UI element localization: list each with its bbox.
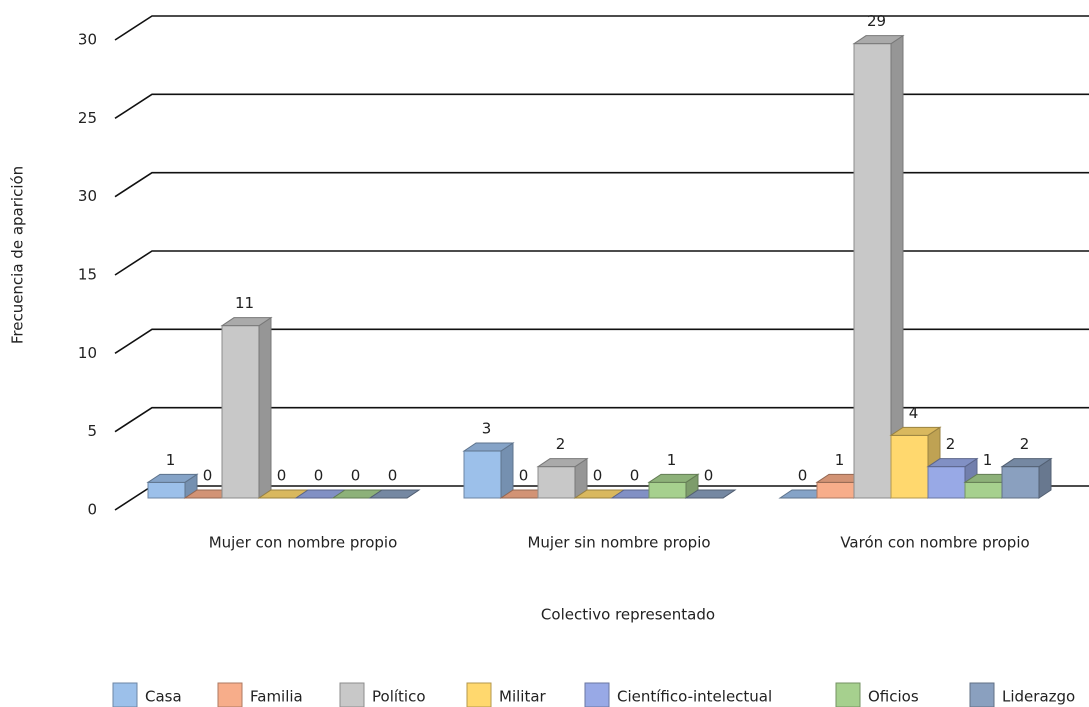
value-label: 2: [946, 435, 956, 453]
value-label: 0: [277, 467, 287, 485]
legend-label: Militar: [499, 688, 547, 706]
legend-swatch: [969, 682, 995, 707]
legend-label: Oficios: [868, 688, 919, 706]
bar: [1000, 457, 1053, 499]
bar-front: [964, 481, 1003, 499]
legend-label: Científico-intelectual: [617, 688, 772, 706]
bar: [852, 34, 905, 499]
bar: [220, 316, 273, 499]
grid-line: [114, 93, 1089, 120]
value-label: 3: [482, 420, 492, 438]
legend-label: Político: [372, 688, 426, 706]
x-tick-label: Varón con nombre propio: [840, 534, 1029, 552]
value-label: 0: [351, 467, 361, 485]
bar-front: [221, 325, 260, 499]
bar: [368, 489, 421, 499]
value-label: 1: [166, 451, 176, 469]
bar: [684, 489, 737, 499]
bar: [647, 473, 700, 499]
bar-top: [684, 489, 737, 499]
y-tick-label: 15: [78, 266, 97, 284]
value-label: 11: [235, 294, 254, 312]
value-label: 29: [867, 12, 886, 30]
x-tick-label: Mujer con nombre propio: [209, 534, 398, 552]
bar-top: [852, 35, 905, 45]
y-tick-label: 0: [87, 501, 97, 519]
bar-top: [647, 473, 700, 483]
value-label: 2: [556, 435, 566, 453]
value-label: 1: [667, 451, 677, 469]
value-label: 0: [704, 467, 714, 485]
legend-swatch: [466, 682, 492, 707]
bar-top: [536, 458, 589, 468]
grid-line: [114, 250, 1089, 276]
legend-swatch: [217, 682, 243, 707]
grid-line: [114, 15, 1089, 41]
y-tick-label: 30: [78, 31, 97, 49]
y-tick-label: 30: [78, 187, 97, 205]
grid-line: [114, 171, 1089, 198]
bar-top: [889, 426, 942, 436]
bar-top: [368, 489, 421, 499]
legend-swatch: [112, 682, 138, 707]
value-label: 0: [388, 467, 398, 485]
value-label: 1: [835, 451, 845, 469]
x-axis-title: Colectivo representado: [541, 606, 715, 624]
bar: [146, 473, 199, 499]
bar-top: [1000, 458, 1053, 468]
bar-front: [537, 466, 576, 499]
bar-front: [927, 466, 966, 499]
bar: [536, 457, 589, 499]
value-label: 4: [909, 404, 919, 422]
value-label: 0: [630, 467, 640, 485]
y-axis-title: Frecuencia de aparición: [9, 166, 27, 344]
bar-top: [146, 473, 199, 483]
bar: [889, 426, 942, 499]
bar-front: [890, 434, 929, 499]
value-label: 0: [798, 467, 808, 485]
bar-front: [1001, 466, 1040, 499]
legend-swatch: [339, 682, 365, 707]
grid-line: [114, 328, 1089, 355]
value-label: 0: [203, 467, 213, 485]
bar-side: [500, 442, 514, 499]
bar-front: [853, 43, 892, 499]
x-tick-label: Mujer sin nombre propio: [527, 534, 710, 552]
legend-label: Casa: [145, 688, 182, 706]
value-label: 0: [519, 467, 529, 485]
legend-swatch: [835, 682, 861, 707]
legend-label: Familia: [250, 688, 303, 706]
bar-front: [816, 481, 855, 499]
bar: [462, 442, 515, 499]
value-label: 0: [314, 467, 324, 485]
bar-top: [462, 442, 515, 452]
bar-front: [463, 450, 502, 499]
bar-front: [648, 481, 687, 499]
bar-front: [147, 481, 186, 499]
bar-side: [258, 316, 272, 499]
legend-swatch: [584, 682, 610, 707]
value-label: 1: [983, 451, 993, 469]
bar-top: [220, 317, 273, 327]
value-label: 0: [593, 467, 603, 485]
grid-line: [114, 406, 1089, 433]
bar-top: [926, 458, 979, 468]
y-tick-label: 10: [78, 344, 97, 362]
legend-label: Liderazgo: [1002, 688, 1075, 706]
value-label: 2: [1020, 435, 1030, 453]
y-tick-label: 25: [78, 109, 97, 127]
y-tick-label: 5: [87, 422, 97, 440]
